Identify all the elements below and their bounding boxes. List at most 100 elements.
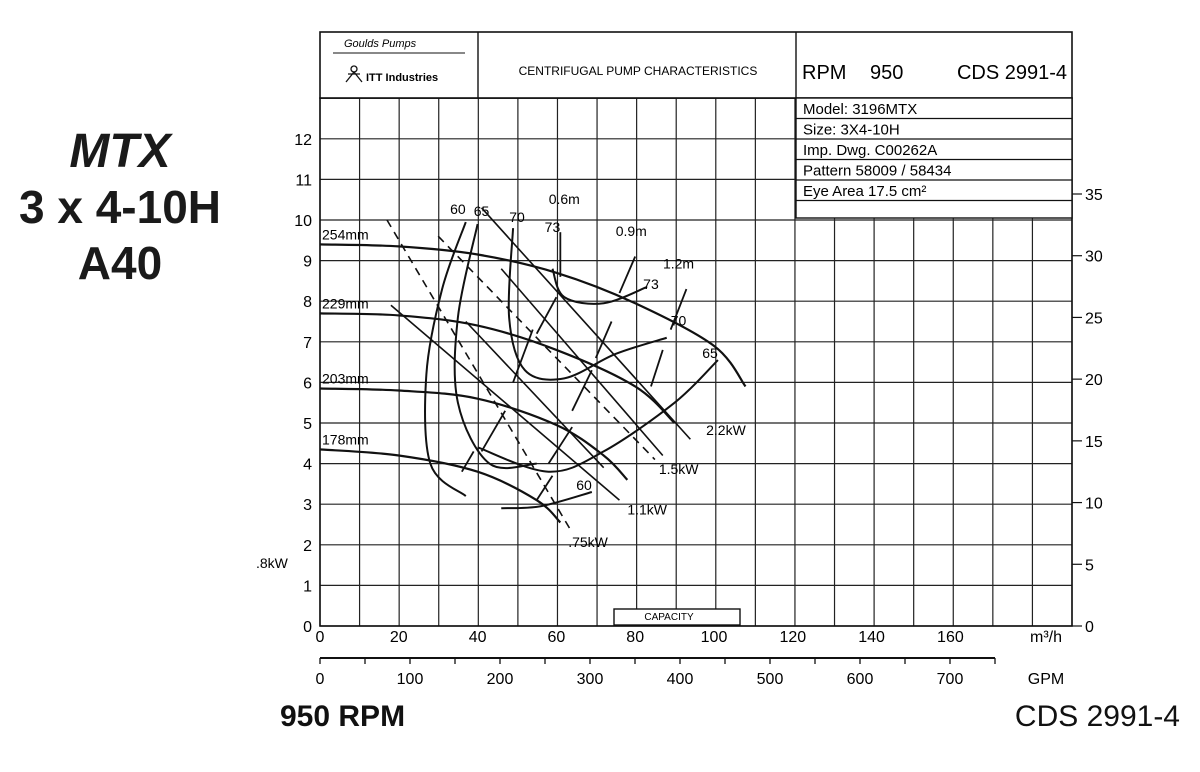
- npsh-label: 0.6m: [549, 191, 580, 207]
- y-right-tick: 5: [1085, 557, 1094, 574]
- x-gpm-tick: 400: [667, 671, 694, 688]
- power-line: [386, 219, 573, 534]
- power-label: 1.5kW: [659, 461, 699, 477]
- efficiency-curve: [507, 228, 668, 381]
- x-gpm-unit: GPM: [1028, 671, 1064, 688]
- npsh-line: [547, 426, 573, 465]
- power-line: [390, 304, 620, 501]
- y-left-tick: 11: [295, 172, 312, 189]
- x-m3h-tick: 20: [390, 629, 408, 646]
- efficiency-label: 65: [474, 203, 490, 219]
- impeller-curve: [319, 312, 676, 424]
- info-row: Imp. Dwg. C00262A: [803, 142, 937, 159]
- rpm-value: 950: [870, 62, 903, 84]
- y-right-tick: 25: [1085, 310, 1103, 327]
- npsh-line: [618, 256, 637, 294]
- model-series-title: MTX: [69, 125, 171, 178]
- impeller-label: 254mm: [322, 226, 369, 242]
- x-m3h-tick: 80: [626, 629, 644, 646]
- npsh-line: [571, 369, 593, 412]
- power-line: [500, 268, 664, 457]
- npsh-line: [512, 329, 534, 383]
- header-block: Goulds Pumps ITT Industries CENTRIFUGAL …: [319, 31, 1073, 99]
- y-left-tick: 1: [303, 578, 312, 595]
- npsh-line: [480, 410, 506, 452]
- x-gpm-tick: 300: [577, 671, 604, 688]
- info-row: Pattern 58009 / 58434: [803, 163, 951, 180]
- efficiency-curve: [424, 221, 467, 497]
- x-gpm-tick: 600: [847, 671, 874, 688]
- curves-layer: 254mm 229mm 203mm 178mm 60 65 70 73 73 70 65 60 0.6m…: [319, 191, 747, 550]
- material-title: A40: [77, 237, 163, 289]
- y-left-tick: 0: [303, 619, 312, 636]
- x-m3h-tick: 100: [701, 629, 728, 646]
- x-m3h-tick: 40: [469, 629, 487, 646]
- info-row: Eye Area 17.5 cm²: [803, 183, 926, 200]
- power-line: [480, 207, 691, 440]
- y-right-tick: 35: [1085, 187, 1103, 204]
- rpm-footer: 950 RPM: [280, 700, 406, 733]
- y-left-tick: 9: [303, 254, 312, 271]
- header-frame: [319, 31, 1073, 99]
- capacity-box: CAPACITY: [613, 608, 741, 626]
- impeller-label: 203mm: [322, 370, 369, 386]
- npsh-line: [669, 288, 688, 330]
- npsh-line: [535, 296, 558, 335]
- y-right-tick: 30: [1085, 249, 1103, 266]
- power-label: .75kW: [568, 534, 608, 550]
- npsh-line: [594, 321, 613, 359]
- y-left-tick: 2: [303, 538, 312, 555]
- efficiency-label: 73: [643, 276, 659, 292]
- pump-size-title: 3 x 4-10H: [18, 181, 221, 233]
- x-gpm-tick: 500: [757, 671, 784, 688]
- x-gpm-tick: 700: [937, 671, 964, 688]
- impeller-curve: [319, 243, 747, 388]
- y-left-tick: 10: [294, 213, 312, 230]
- efficiency-curve: [551, 268, 648, 305]
- power-line: [465, 320, 605, 469]
- x-m3h-tick: 120: [779, 629, 806, 646]
- efficiency-curve: [453, 223, 537, 470]
- y-right-tick: 10: [1085, 496, 1103, 513]
- brand-company: ITT Industries: [366, 72, 438, 84]
- x-gpm-tick: 100: [397, 671, 424, 688]
- y-left-tick: 4: [303, 457, 312, 474]
- x-m3h-tick: 160: [937, 629, 964, 646]
- info-row: Model: 3196MTX: [803, 101, 917, 118]
- y-right-tick: 15: [1085, 434, 1103, 451]
- npsh-label: 1.2m: [663, 256, 694, 272]
- power-line: [437, 235, 656, 461]
- y-left-tick: 5: [303, 416, 312, 433]
- x-m3h-tick: 60: [548, 629, 566, 646]
- efficiency-label: 70: [671, 313, 687, 329]
- efficiency-label: 70: [509, 209, 525, 225]
- efficiency-label: 65: [702, 345, 718, 361]
- efficiency-curve: [501, 491, 593, 510]
- efficiency-curve: [477, 359, 719, 473]
- cds-number: CDS 2991-4: [957, 62, 1067, 84]
- left-power-label: .8kW: [256, 555, 289, 571]
- npsh-line: [461, 450, 475, 473]
- x-m3h-tick: 140: [858, 629, 885, 646]
- rpm-label: RPM: [802, 62, 846, 84]
- impeller-label: 178mm: [322, 431, 369, 447]
- capacity-label: CAPACITY: [644, 612, 694, 623]
- itt-logo-icon: [345, 65, 363, 83]
- efficiency-label: 60: [450, 201, 466, 217]
- impeller-curve: [319, 448, 562, 524]
- y-left-tick: 12: [294, 132, 312, 149]
- x-m3h-unit: m³/h: [1030, 629, 1062, 646]
- info-row: Size: 3X4-10H: [803, 122, 900, 139]
- y-right-tick: 0: [1085, 619, 1094, 636]
- chart-title: CENTRIFUGAL PUMP CHARACTERISTICS: [519, 64, 758, 78]
- y-left-tick: 6: [303, 375, 312, 392]
- npsh-line: [535, 475, 554, 501]
- impeller-label: 229mm: [322, 295, 369, 311]
- power-label: 2.2kW: [706, 422, 746, 438]
- x-gpm-tick: 0: [316, 671, 325, 688]
- x-m3h-tick: 0: [316, 629, 325, 646]
- npsh-label: 0.9m: [616, 223, 647, 239]
- power-label: 1.1kW: [627, 501, 667, 517]
